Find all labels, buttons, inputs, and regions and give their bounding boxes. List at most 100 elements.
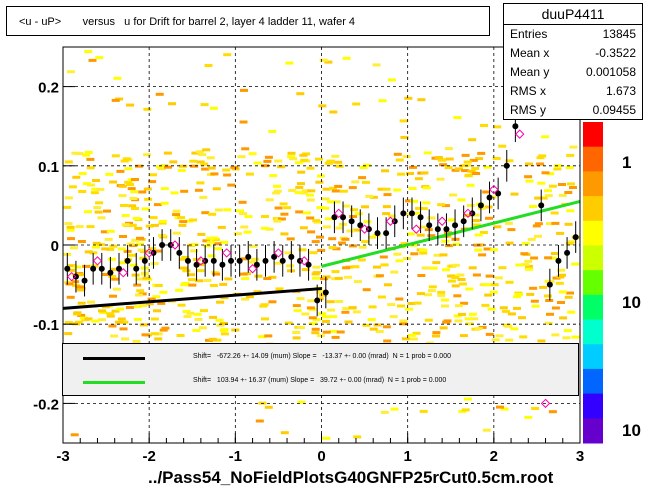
heat-cell bbox=[80, 316, 89, 320]
y-tick-label: 0.1 bbox=[38, 159, 59, 176]
heat-cell bbox=[504, 221, 513, 225]
data-point bbox=[228, 257, 235, 264]
heat-cell bbox=[131, 273, 140, 277]
data-point bbox=[133, 265, 140, 272]
heat-cell bbox=[321, 206, 330, 210]
heat-cell bbox=[456, 273, 465, 277]
heat-cell bbox=[334, 160, 343, 164]
heat-cell bbox=[241, 277, 250, 280]
heat-cell bbox=[369, 195, 378, 199]
heat-cell bbox=[409, 165, 417, 169]
heat-cell bbox=[295, 210, 304, 214]
heat-cell bbox=[477, 151, 486, 155]
heat-cell bbox=[264, 155, 273, 159]
heat-cell bbox=[539, 285, 547, 289]
heat-cell bbox=[423, 151, 432, 155]
heat-cell bbox=[564, 295, 573, 299]
heat-cell bbox=[320, 277, 329, 281]
heat-cell bbox=[335, 164, 344, 168]
heat-cell bbox=[64, 160, 73, 164]
legend-entry-green: Shift= 103.94 +- 16.37 (mum) Slope = 39.… bbox=[63, 372, 578, 392]
heat-cell bbox=[387, 303, 396, 307]
heat-cell bbox=[110, 334, 119, 338]
heat-cell bbox=[160, 187, 169, 191]
heat-cell bbox=[328, 237, 337, 241]
heat-cell bbox=[400, 135, 409, 139]
heat-cell bbox=[319, 58, 328, 62]
heat-cell bbox=[182, 269, 191, 273]
heat-cell bbox=[273, 189, 282, 193]
heat-cell bbox=[484, 293, 493, 297]
heat-cell bbox=[419, 251, 428, 255]
heat-cell bbox=[311, 327, 320, 331]
diamond-point bbox=[222, 248, 232, 258]
heat-cell bbox=[280, 431, 289, 435]
heat-cell bbox=[288, 189, 297, 192]
heat-cell bbox=[555, 281, 564, 285]
diamond-point bbox=[463, 208, 473, 219]
heat-cell bbox=[530, 256, 539, 260]
y-tick-label: 0.2 bbox=[38, 80, 59, 97]
heat-cell bbox=[136, 242, 144, 246]
heat-cell bbox=[432, 334, 440, 338]
heat-cell bbox=[198, 153, 207, 157]
heat-cell bbox=[244, 215, 253, 219]
heat-cell bbox=[198, 326, 207, 330]
heat-cell bbox=[307, 189, 316, 193]
color-scale-label: 10 bbox=[622, 293, 641, 312]
heat-cell bbox=[469, 158, 478, 162]
stats-value: -0.3522 bbox=[595, 46, 636, 60]
heat-cell bbox=[368, 235, 376, 239]
heat-cell bbox=[299, 226, 308, 230]
heat-cell bbox=[296, 326, 305, 329]
heat-cell bbox=[361, 205, 369, 209]
heat-cell bbox=[505, 159, 514, 163]
heat-cell bbox=[134, 305, 143, 309]
diamond-point bbox=[92, 256, 103, 266]
heat-cell bbox=[337, 241, 346, 245]
heat-cell bbox=[206, 156, 215, 160]
heat-cell bbox=[220, 332, 229, 336]
heat-cell bbox=[208, 212, 217, 216]
heat-cell bbox=[280, 212, 289, 216]
heat-cell bbox=[520, 252, 529, 256]
heat-cell bbox=[136, 236, 144, 240]
heat-cell bbox=[150, 223, 159, 227]
heatmap-layer bbox=[63, 50, 580, 440]
heat-cell bbox=[187, 273, 196, 277]
heat-cell bbox=[487, 307, 496, 311]
heat-cell bbox=[565, 242, 574, 245]
heat-cell bbox=[489, 290, 498, 294]
heat-cell bbox=[437, 293, 446, 297]
heat-cell bbox=[268, 275, 277, 279]
heat-cell bbox=[204, 64, 213, 67]
heat-cell bbox=[403, 212, 412, 216]
heat-cell bbox=[118, 184, 127, 188]
heat-cell bbox=[416, 292, 425, 296]
heat-cell bbox=[483, 283, 491, 287]
heat-cell bbox=[98, 309, 106, 313]
data-point bbox=[279, 257, 286, 264]
heat-cell bbox=[120, 320, 129, 324]
heat-cell bbox=[478, 253, 487, 257]
data-point bbox=[288, 253, 295, 260]
heat-cell bbox=[160, 201, 169, 205]
heat-cell bbox=[322, 187, 331, 191]
heat-cell bbox=[108, 324, 117, 328]
heat-cell bbox=[74, 320, 83, 324]
heat-cell bbox=[353, 435, 362, 439]
heat-cell bbox=[196, 181, 205, 185]
heat-cell bbox=[163, 151, 172, 155]
heat-cell bbox=[261, 215, 269, 218]
heat-cell bbox=[111, 277, 120, 281]
heat-cell bbox=[373, 323, 382, 327]
heat-cell bbox=[133, 317, 142, 321]
heat-cell bbox=[389, 315, 398, 319]
heat-cell bbox=[196, 269, 205, 273]
heat-cell bbox=[463, 213, 471, 217]
heat-cell bbox=[405, 307, 413, 311]
heat-cell bbox=[156, 165, 164, 169]
heat-cell bbox=[177, 169, 186, 172]
y-tick-label: 0 bbox=[51, 238, 59, 255]
heat-cell bbox=[155, 92, 164, 96]
